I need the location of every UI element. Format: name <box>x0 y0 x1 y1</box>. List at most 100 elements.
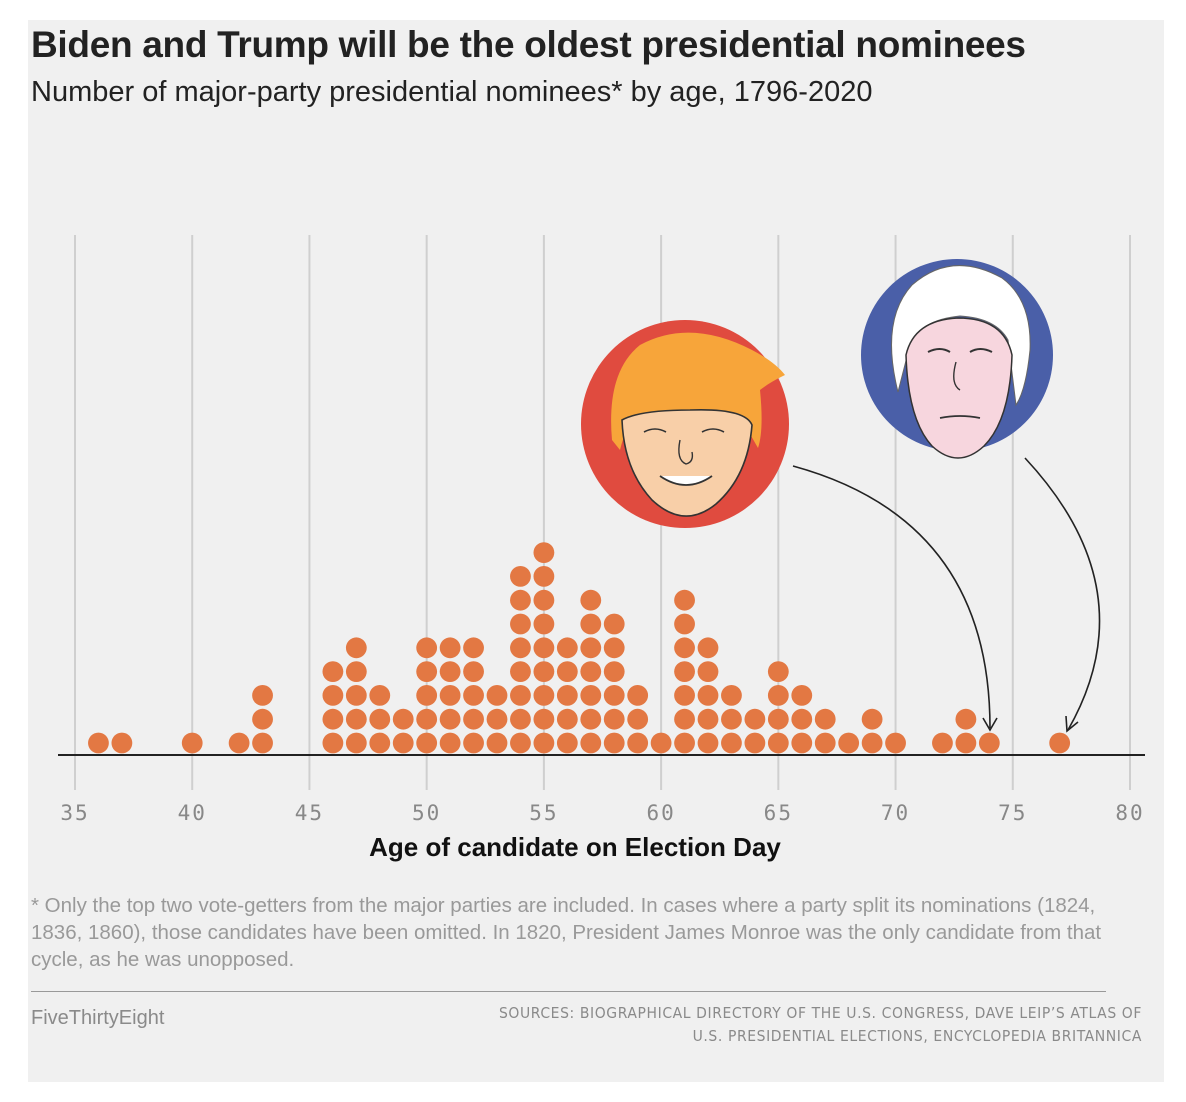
x-tick-label: 65 <box>764 801 793 825</box>
nominee-dot <box>510 708 531 730</box>
nominee-dot <box>580 732 602 754</box>
nominee-dot <box>439 661 461 682</box>
nominee-dot <box>697 708 719 730</box>
nominee-dot <box>252 685 273 706</box>
nominee-dot <box>580 661 602 682</box>
nominee-dot <box>674 661 695 682</box>
nominee-dot <box>978 732 1000 754</box>
nominee-dot <box>416 732 438 754</box>
nominee-dot <box>486 732 508 754</box>
nominee-dot <box>580 589 602 611</box>
nominee-dot <box>345 661 367 682</box>
nominee-dot <box>486 708 508 730</box>
nominee-dot <box>345 708 367 730</box>
x-axis-tick-labels: 35 40 45 50 55 60 65 70 75 80 <box>60 801 1144 825</box>
nominee-dot <box>533 566 555 587</box>
nominee-dot <box>228 732 250 754</box>
trump-portrait <box>581 320 789 528</box>
nominee-dot <box>697 732 719 754</box>
nominee-dot <box>416 661 438 682</box>
nominee-dot <box>463 708 484 730</box>
nominee-dot <box>955 708 977 730</box>
x-tick-label: 50 <box>412 801 441 825</box>
dot-plot: 35 40 45 50 55 60 65 70 75 80 <box>58 235 1145 825</box>
nominee-dot <box>252 708 273 730</box>
nominee-dot <box>439 708 461 730</box>
chart-card <box>28 20 1164 1082</box>
nominee-dots <box>88 542 1071 754</box>
nominee-dot <box>439 637 461 659</box>
x-tick-label: 45 <box>295 801 324 825</box>
x-tick-label: 80 <box>1115 801 1144 825</box>
nominee-dot <box>955 732 977 754</box>
nominee-dot <box>791 732 813 754</box>
nominee-dot <box>556 732 578 754</box>
nominee-dot <box>932 732 953 754</box>
nominee-dot <box>674 613 695 635</box>
footer-divider <box>31 991 1106 992</box>
nominee-dot <box>510 589 531 611</box>
nominee-dot <box>345 732 367 754</box>
nominee-dot <box>767 685 789 706</box>
nominee-dot <box>744 732 766 754</box>
nominee-dot <box>369 708 391 730</box>
trump-arrow <box>792 465 991 729</box>
nominee-dot <box>791 685 813 706</box>
nominee-dot <box>533 661 555 682</box>
nominee-dot <box>697 685 719 706</box>
nominee-dot <box>627 732 649 754</box>
nominee-dot <box>791 708 813 730</box>
x-tick-label: 35 <box>60 801 89 825</box>
nominee-dot <box>111 732 133 754</box>
x-tick-label: 55 <box>529 801 558 825</box>
x-axis-label: Age of candidate on Election Day <box>369 832 781 862</box>
nominee-dot <box>674 708 695 730</box>
nominee-dot <box>510 613 531 635</box>
nominee-dot <box>510 732 531 754</box>
nominee-dot <box>369 685 391 706</box>
nominee-dot <box>580 708 602 730</box>
nominee-dot <box>439 685 461 706</box>
nominee-dot <box>345 637 367 659</box>
nominee-dot <box>767 708 789 730</box>
nominee-dot <box>510 685 531 706</box>
nominee-dot <box>603 661 625 682</box>
nominee-dot <box>674 732 695 754</box>
biden-arrow <box>1024 457 1101 731</box>
x-tick-label: 75 <box>998 801 1027 825</box>
nominee-dot <box>744 708 766 730</box>
nominee-dot <box>627 685 649 706</box>
nominee-dot <box>463 637 484 659</box>
nominee-dot <box>721 685 742 706</box>
nominee-dot <box>322 661 344 682</box>
footnote: * Only the top two vote-getters from the… <box>31 894 1102 971</box>
nominee-dot <box>885 732 906 754</box>
nominee-dot <box>181 732 203 754</box>
nominee-dot <box>392 732 414 754</box>
nominee-dot <box>674 685 695 706</box>
nominee-dot <box>533 732 555 754</box>
nominee-dot <box>580 637 602 659</box>
nominee-dot <box>510 637 531 659</box>
nominee-dot <box>580 685 602 706</box>
nominee-dot <box>650 732 672 754</box>
chart-subtitle: Number of major-party presidential nomin… <box>31 76 873 108</box>
nominee-dot <box>556 661 578 682</box>
x-tick-label: 60 <box>646 801 675 825</box>
nominee-dot <box>580 613 602 635</box>
nominee-dot <box>416 637 438 659</box>
nominee-dot <box>767 732 789 754</box>
nominee-dot <box>603 708 625 730</box>
nominee-dot <box>416 708 438 730</box>
nominee-dot <box>510 661 531 682</box>
nominee-dot <box>392 708 414 730</box>
sources-line-1: SOURCES: BIOGRAPHICAL DIRECTORY OF THE U… <box>498 1004 1142 1022</box>
nominee-dot <box>439 732 461 754</box>
nominee-dot <box>721 732 742 754</box>
nominee-dot <box>603 685 625 706</box>
nominee-dot <box>814 708 836 730</box>
nominee-dot <box>814 732 836 754</box>
nominee-dot <box>322 685 344 706</box>
nominee-dot <box>510 566 531 587</box>
x-tick-label: 70 <box>881 801 910 825</box>
